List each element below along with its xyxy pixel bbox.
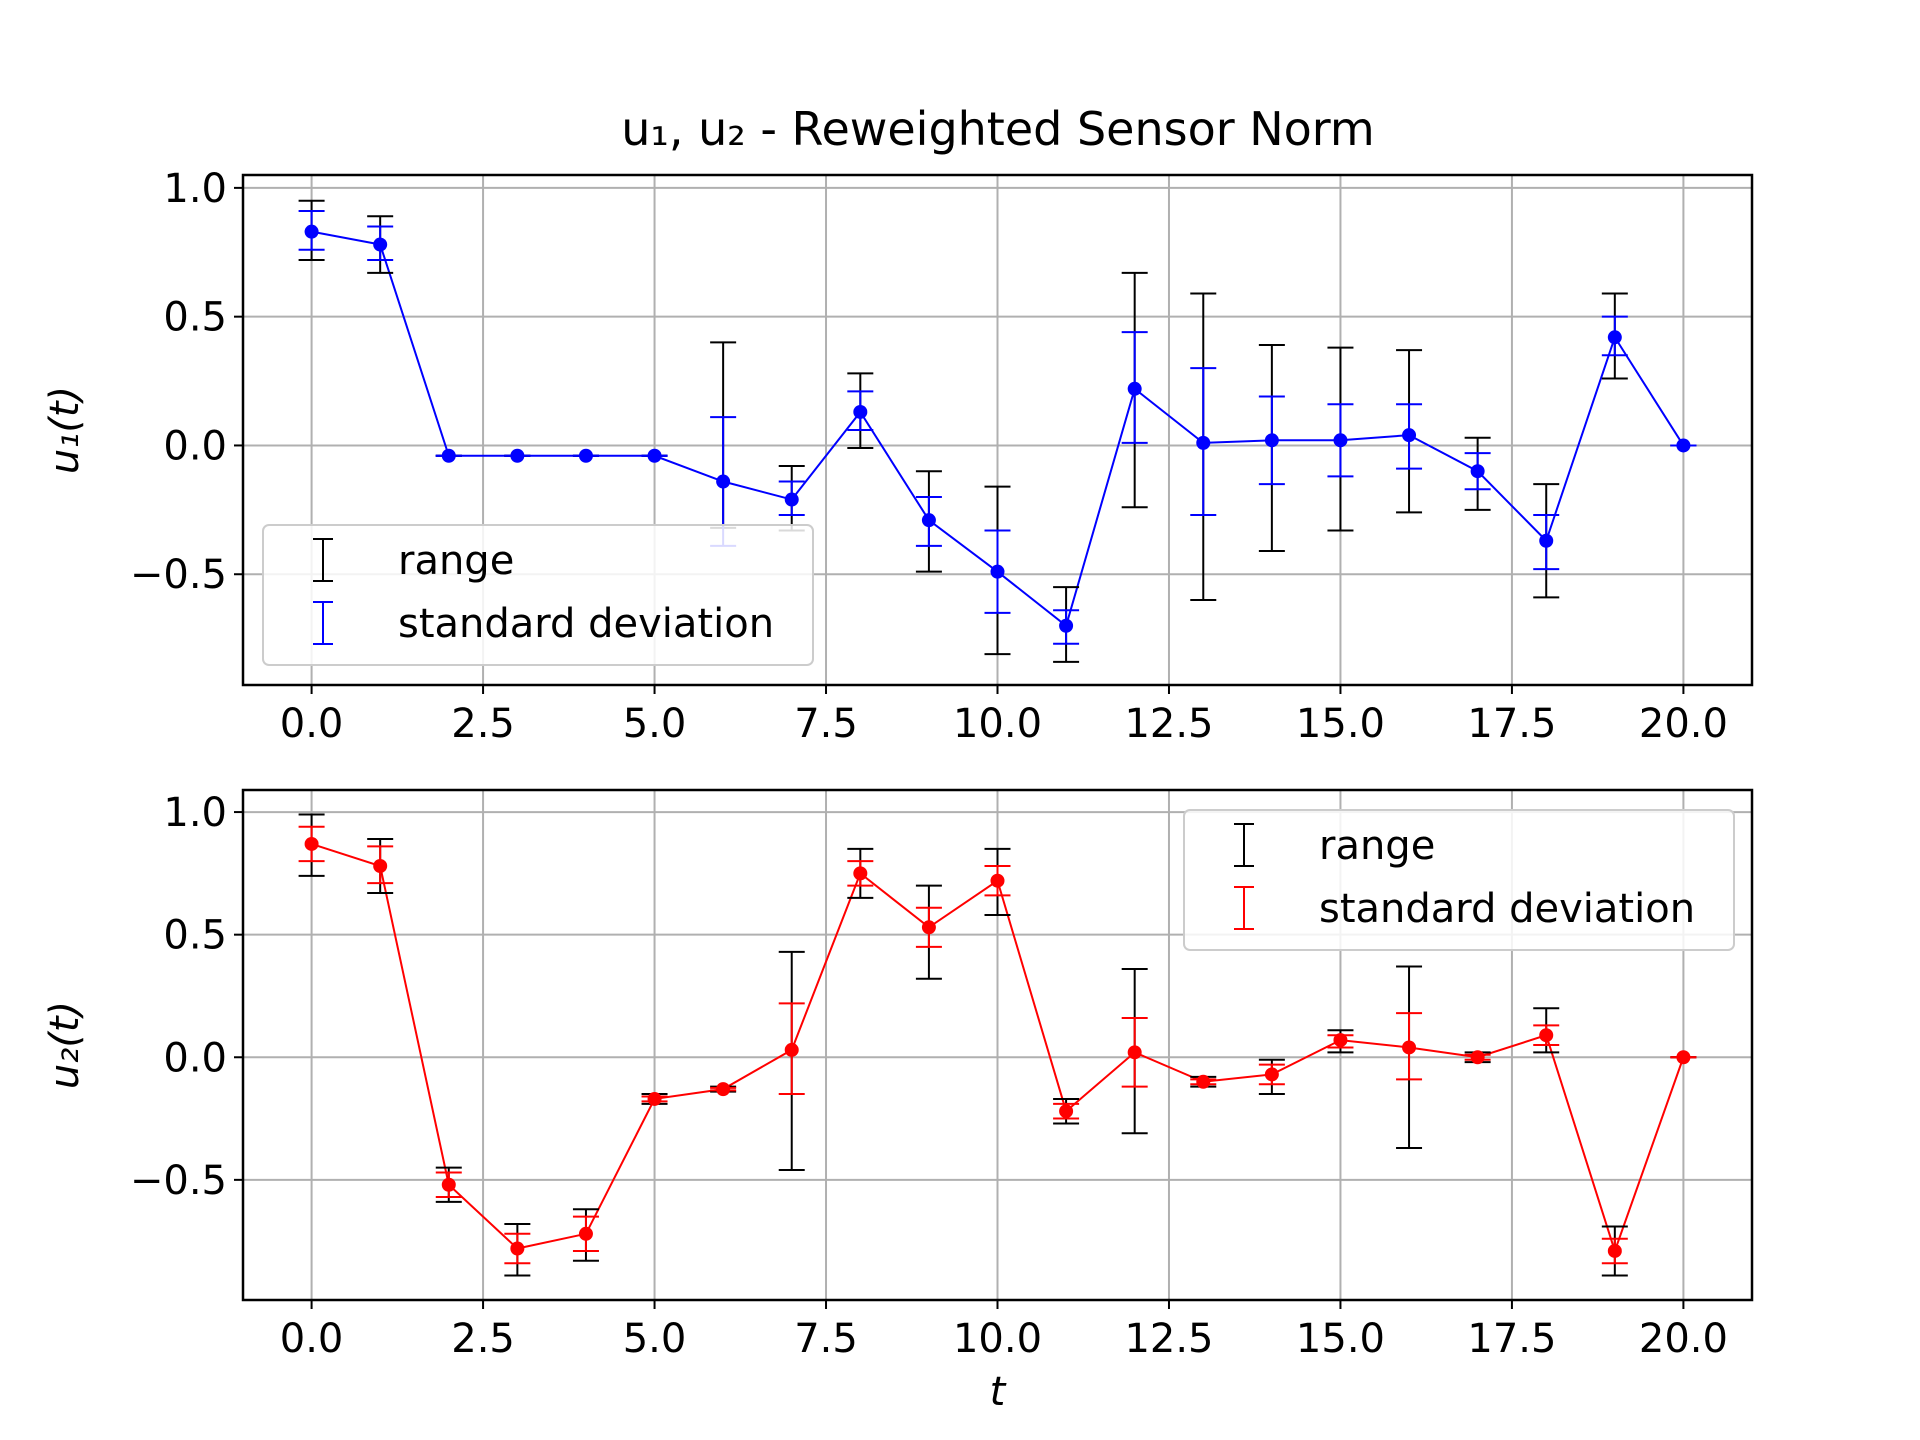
- x-tick-label: 10.0: [953, 1316, 1042, 1362]
- x-tick-label: 15.0: [1296, 701, 1385, 747]
- x-tick-label: 12.5: [1124, 701, 1213, 747]
- data-point: [716, 1082, 731, 1097]
- y-tick-label: 0.5: [163, 913, 227, 959]
- x-tick-label: 7.5: [794, 701, 858, 747]
- x-tick-label: 15.0: [1296, 1316, 1385, 1362]
- data-point: [1127, 1045, 1142, 1060]
- data-point: [510, 448, 525, 463]
- x-tick-label: 17.5: [1467, 1316, 1556, 1362]
- data-point: [1333, 1033, 1348, 1048]
- data-point: [1402, 428, 1417, 443]
- y-axis-label: u₂(t): [42, 1001, 88, 1089]
- legend-label: range: [1319, 823, 1435, 869]
- data-point: [921, 513, 936, 528]
- data-point: [1539, 533, 1554, 548]
- y-axis-label: u₁(t): [42, 386, 88, 474]
- x-tick-label: 2.5: [451, 1316, 515, 1362]
- legend-box: [262, 524, 814, 666]
- x-tick-label: 5.0: [623, 1316, 687, 1362]
- data-point: [1607, 330, 1622, 345]
- y-tick-label: 0.0: [163, 1035, 227, 1081]
- y-tick-label: 0.5: [163, 295, 227, 341]
- x-tick-label: 12.5: [1124, 1316, 1213, 1362]
- data-point: [304, 836, 319, 851]
- legend-label: standard deviation: [1319, 886, 1695, 932]
- data-point: [784, 1042, 799, 1057]
- data-point: [1607, 1243, 1622, 1258]
- data-point: [373, 859, 388, 874]
- data-point: [441, 448, 456, 463]
- data-point: [1333, 433, 1348, 448]
- legend-label: standard deviation: [398, 601, 774, 647]
- top-panel-u1: 0.0 2.5 5.0 7.5 10.0 12.5 15.0 17.5 20.0 1.0 0.5 0.…: [42, 166, 1754, 747]
- bottom-panel-u2: 0.0 2.5 5.0 7.5 10.0 12.5 15.0 17.5 20.0 1.0 0.5 0.…: [42, 788, 1754, 1415]
- data-point: [1676, 438, 1691, 453]
- y-tick-label: 0.0: [163, 423, 227, 469]
- data-point: [716, 474, 731, 489]
- data-point: [578, 448, 593, 463]
- y-tick-label: −0.5: [130, 552, 227, 598]
- data-point: [1402, 1040, 1417, 1055]
- data-point: [578, 1226, 593, 1241]
- legend: range standard deviation: [262, 524, 814, 666]
- data-point: [1264, 433, 1279, 448]
- y-tick-label: 1.0: [163, 790, 227, 836]
- axes-frame: [241, 173, 1754, 687]
- data-point: [990, 873, 1005, 888]
- x-tick-label: 10.0: [953, 701, 1042, 747]
- data-point: [1539, 1028, 1554, 1043]
- x-tick-label: 0.0: [280, 1316, 344, 1362]
- x-axis-label: t: [990, 1369, 1007, 1415]
- data-point: [1127, 381, 1142, 396]
- axes-frame: [241, 788, 1754, 1302]
- data-point: [1196, 435, 1211, 450]
- data-point: [1470, 1050, 1485, 1065]
- legend-label: range: [398, 538, 514, 584]
- x-tick-label: 2.5: [451, 701, 515, 747]
- x-tick-label: 5.0: [623, 701, 687, 747]
- data-point: [1059, 1104, 1074, 1119]
- data-point: [1196, 1074, 1211, 1089]
- data-point: [784, 492, 799, 507]
- data-point: [647, 1091, 662, 1106]
- x-tick-label: 17.5: [1467, 701, 1556, 747]
- data-point: [1059, 618, 1074, 633]
- data-point: [441, 1177, 456, 1192]
- data-point: [647, 448, 662, 463]
- chart-title: u₁, u₂ - Reweighted Sensor Norm: [621, 102, 1374, 156]
- data-point: [990, 564, 1005, 579]
- x-tick-label: 20.0: [1639, 1316, 1728, 1362]
- legend-box: [1183, 809, 1735, 951]
- data-point: [921, 920, 936, 935]
- data-point: [510, 1241, 525, 1256]
- data-point: [373, 237, 388, 252]
- data-point: [1264, 1067, 1279, 1082]
- x-tick-label: 0.0: [280, 701, 344, 747]
- legend: range standard deviation: [1183, 809, 1735, 951]
- data-point: [304, 224, 319, 239]
- y-tick-label: 1.0: [163, 166, 227, 212]
- y-tick-label: −0.5: [130, 1158, 227, 1204]
- x-tick-label: 7.5: [794, 1316, 858, 1362]
- data-point: [853, 404, 868, 419]
- data-point: [1676, 1050, 1691, 1065]
- x-tick-label: 20.0: [1639, 701, 1728, 747]
- data-point: [1470, 464, 1485, 479]
- data-point: [853, 866, 868, 881]
